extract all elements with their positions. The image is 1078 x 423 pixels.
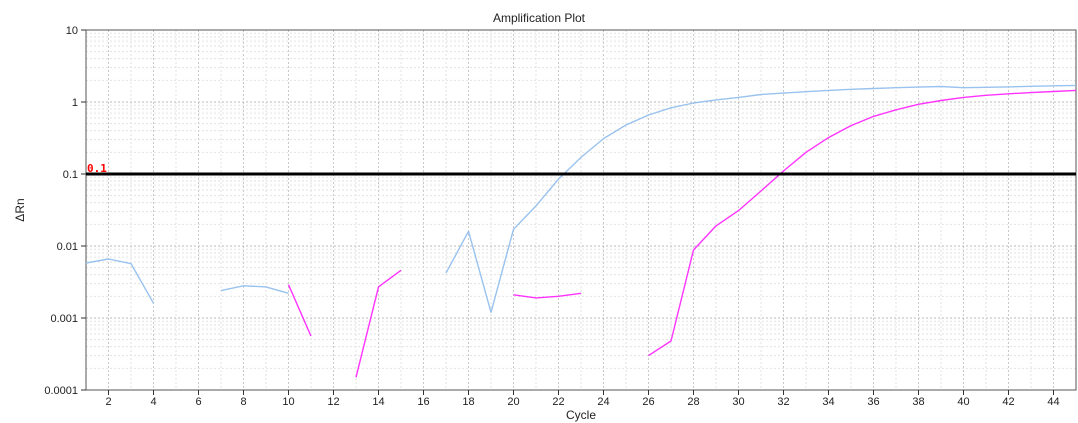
- x-tick-label: 36: [867, 396, 879, 408]
- x-tick-label: 24: [597, 396, 609, 408]
- x-axis-label: Cycle: [566, 408, 596, 422]
- series-2-line: [648, 89, 1077, 357]
- y-tick-label: 0.01: [57, 241, 78, 253]
- y-axis-label: ΔRn: [13, 198, 27, 221]
- x-tick-label: 12: [327, 396, 339, 408]
- y-tick-label: 10: [66, 25, 78, 37]
- plot-frame: [85, 29, 1077, 391]
- x-tick-label: 6: [195, 396, 201, 408]
- x-tick-label: 16: [417, 396, 429, 408]
- series-1-line: [85, 258, 155, 304]
- x-tick-label: 14: [372, 396, 384, 408]
- y-tick-label: 0.0001: [44, 385, 78, 397]
- x-tick-label: 10: [282, 396, 294, 408]
- threshold: 0.1: [86, 162, 1076, 176]
- series-1-line: [220, 285, 289, 294]
- x-tick-label: 20: [507, 396, 519, 408]
- x-tick-label: 28: [687, 396, 699, 408]
- x-tick-label: 18: [462, 396, 474, 408]
- x-tick-label: 8: [240, 396, 246, 408]
- series: [85, 84, 1077, 378]
- x-tick-label: 26: [642, 396, 654, 408]
- series-2-line: [513, 292, 582, 299]
- y-tick-label: 0.1: [63, 169, 78, 181]
- x-tick-label: 40: [957, 396, 969, 408]
- x-tick-label: 32: [777, 396, 789, 408]
- y-tick-label: 0.001: [50, 313, 78, 325]
- x-tick-label: 44: [1047, 396, 1059, 408]
- x-tick-label: 42: [1002, 396, 1014, 408]
- x-tick-label: 30: [732, 396, 744, 408]
- series-2-line: [287, 284, 312, 337]
- x-tick-label: 34: [822, 396, 834, 408]
- x-tick-label: 38: [912, 396, 924, 408]
- threshold-label: 0.1: [87, 162, 107, 175]
- chart-title: Amplification Plot: [493, 11, 586, 25]
- x-tick-label: 4: [150, 396, 156, 408]
- series-1-line: [445, 84, 1077, 313]
- y-tick-label: 1: [72, 97, 78, 109]
- grid: [85, 29, 1077, 391]
- x-tick-label: 2: [105, 396, 111, 408]
- x-tick-label: 22: [552, 396, 564, 408]
- series-2-line: [355, 269, 402, 378]
